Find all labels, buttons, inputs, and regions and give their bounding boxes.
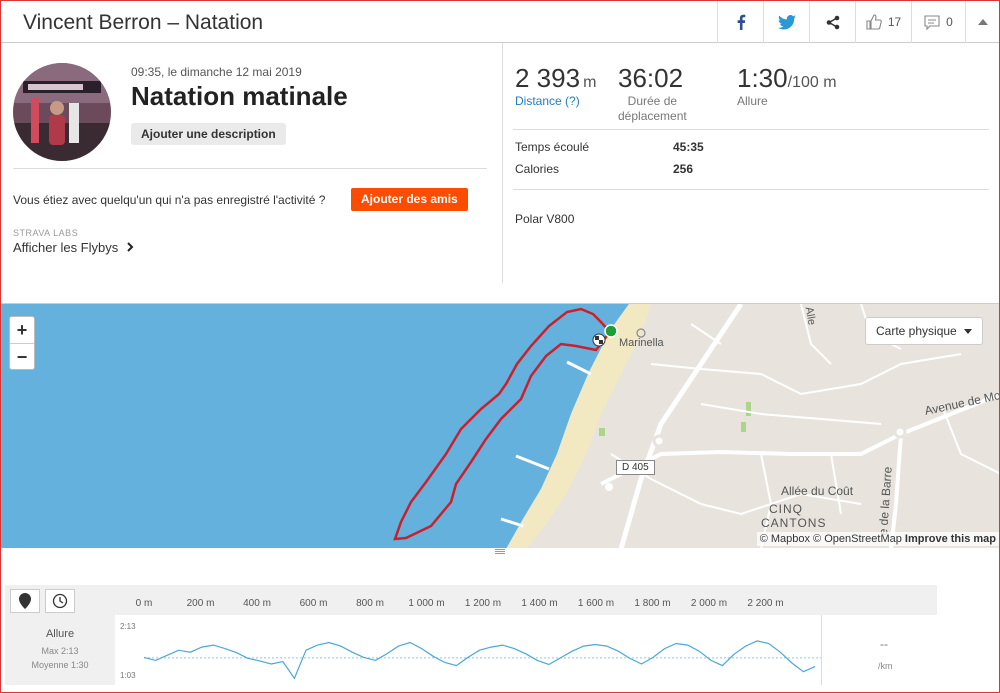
distance-label[interactable]: Distance (?) [515, 94, 580, 108]
street-label: Allée du Coût [781, 484, 854, 498]
x-tick-label: 200 m [186, 598, 215, 609]
distance-unit: m [583, 74, 597, 91]
x-tick-label: 400 m [243, 598, 271, 609]
calories-value: 256 [673, 162, 694, 176]
moving-time-label: Durée de déplacement [618, 94, 687, 123]
y-avg-label: Moyenne 1:30 [31, 660, 89, 670]
stat-moving-time: 36:02 Durée de déplacement [618, 63, 687, 124]
map-canvas[interactable] [1, 304, 999, 548]
route-map[interactable]: Marinella D 405 Avenue de Mo Allée du Co… [1, 303, 999, 548]
resize-handle[interactable] [495, 549, 505, 555]
x-tick-label: 800 m [356, 598, 384, 609]
kudos-button[interactable]: 17 [855, 1, 911, 43]
x-tick-label: 0 m [135, 598, 153, 609]
chevron-right-icon [127, 242, 134, 252]
map-type-label: Carte physique [876, 324, 957, 338]
elapsed-time-value: 45:35 [673, 140, 704, 154]
map-attribution: © Mapbox © OpenStreetMap Improve this ma… [756, 532, 999, 546]
calories-label: Calories [515, 162, 560, 176]
time-toggle[interactable] [45, 589, 75, 613]
x-tick-label: 2 200 m [747, 598, 784, 609]
hover-unit: /km [878, 661, 893, 671]
y-tick-label: 2:13 [120, 622, 136, 631]
zoom-out-button[interactable]: − [10, 343, 34, 369]
facebook-share-button[interactable] [717, 1, 763, 43]
x-tick-label: 1 000 m [408, 598, 445, 609]
flyby-link-label: Afficher les Flybys [13, 240, 119, 255]
moving-time-value: 36:02 [618, 63, 684, 93]
header-actions: 17 0 [717, 1, 999, 43]
finish-marker[interactable] [592, 333, 606, 347]
hover-value: -- [880, 637, 888, 651]
chart-side-panel: -- /km [821, 615, 937, 685]
strava-labs-label: STRAVA LABS [13, 228, 79, 238]
route-path [393, 307, 611, 541]
thumbs-up-icon [866, 14, 882, 30]
improve-map-link[interactable]: Improve this map [904, 533, 996, 545]
flyby-link[interactable]: Afficher les Flybys [13, 240, 134, 255]
kudos-count: 17 [887, 15, 902, 29]
map-pin-icon [19, 593, 31, 609]
road-badge: D 405 [616, 460, 655, 475]
activity-stats: 2 393 m Distance (?) 36:02 Durée de déplac… [503, 43, 999, 283]
distance-value: 2 393 [515, 63, 581, 93]
divider [13, 168, 487, 169]
zoom-in-button[interactable]: + [16, 320, 28, 340]
pace-chart: 0 m 200 m 400 m 600 m 800 m 1 000 m 1 200 m 1 4… [5, 585, 937, 685]
comments-button[interactable]: 0 [911, 1, 965, 43]
clock-icon [52, 593, 68, 609]
friends-question: Vous étiez avec quelqu'un qui n'a pas en… [13, 193, 326, 207]
facebook-icon [737, 14, 745, 30]
x-tick-label: 2 000 m [690, 598, 728, 609]
x-tick-label: 1 600 m [577, 598, 615, 609]
caret-down-icon [964, 329, 972, 334]
attribution-text[interactable]: © Mapbox © OpenStreetMap [759, 533, 902, 545]
x-tick-label: 600 m [299, 598, 328, 609]
stat-distance: 2 393 m Distance (?) [515, 63, 596, 109]
map-type-dropdown[interactable]: Carte physique [865, 317, 983, 345]
y-max-label: Max 2:13 [41, 646, 79, 656]
device-name: Polar V800 [515, 212, 575, 226]
activity-datetime: 09:35, le dimanche 12 mai 2019 [131, 65, 302, 79]
activity-title: Natation matinale [131, 81, 348, 111]
x-tick-label: 1 200 m [464, 598, 502, 609]
start-marker[interactable] [604, 324, 618, 338]
comments-count: 0 [946, 15, 953, 29]
y-tick-label: 1:03 [120, 671, 136, 680]
athlete-avatar[interactable] [13, 63, 111, 161]
x-tick-label: 1 400 m [521, 598, 558, 609]
pace-label: Allure [737, 94, 768, 108]
share-icon [826, 15, 839, 29]
comment-icon [924, 14, 940, 30]
twitter-icon [777, 14, 796, 29]
pace-series-line [143, 640, 816, 680]
chevron-up-icon [977, 19, 988, 25]
zoom-controls: + − [9, 316, 35, 370]
pace-unit: /100 m [787, 74, 837, 91]
divider [513, 189, 989, 190]
share-button[interactable] [809, 1, 855, 43]
add-friends-button[interactable]: Ajouter des amis [351, 188, 468, 211]
page-header: Vincent Berron – Natation 17 0 [1, 1, 999, 43]
divider [513, 129, 989, 130]
pace-line-chart [143, 640, 821, 680]
place-label: Marinella [619, 337, 664, 349]
pace-value: 1:30 [737, 63, 788, 93]
elapsed-time-row: Temps écoulé 45:35 [515, 140, 815, 154]
twitter-share-button[interactable] [763, 1, 809, 43]
collapse-button[interactable] [965, 1, 999, 43]
add-description-button[interactable]: Ajouter une description [131, 123, 286, 145]
map-marker-toggle[interactable] [10, 589, 40, 613]
stat-pace: 1:30/100 m Allure [737, 63, 837, 109]
district-label: CANTONS [761, 516, 827, 530]
x-tick-label: 1 800 m [634, 598, 671, 609]
activity-summary: 09:35, le dimanche 12 mai 2019 Natation … [1, 43, 503, 283]
calories-row: Calories 256 [515, 162, 815, 176]
district-label: CINQ [769, 502, 803, 516]
page-title: Vincent Berron – Natation [23, 11, 264, 34]
elapsed-time-label: Temps écoulé [515, 140, 590, 154]
y-axis-label: Allure [45, 628, 75, 640]
plot-area[interactable] [115, 615, 821, 685]
